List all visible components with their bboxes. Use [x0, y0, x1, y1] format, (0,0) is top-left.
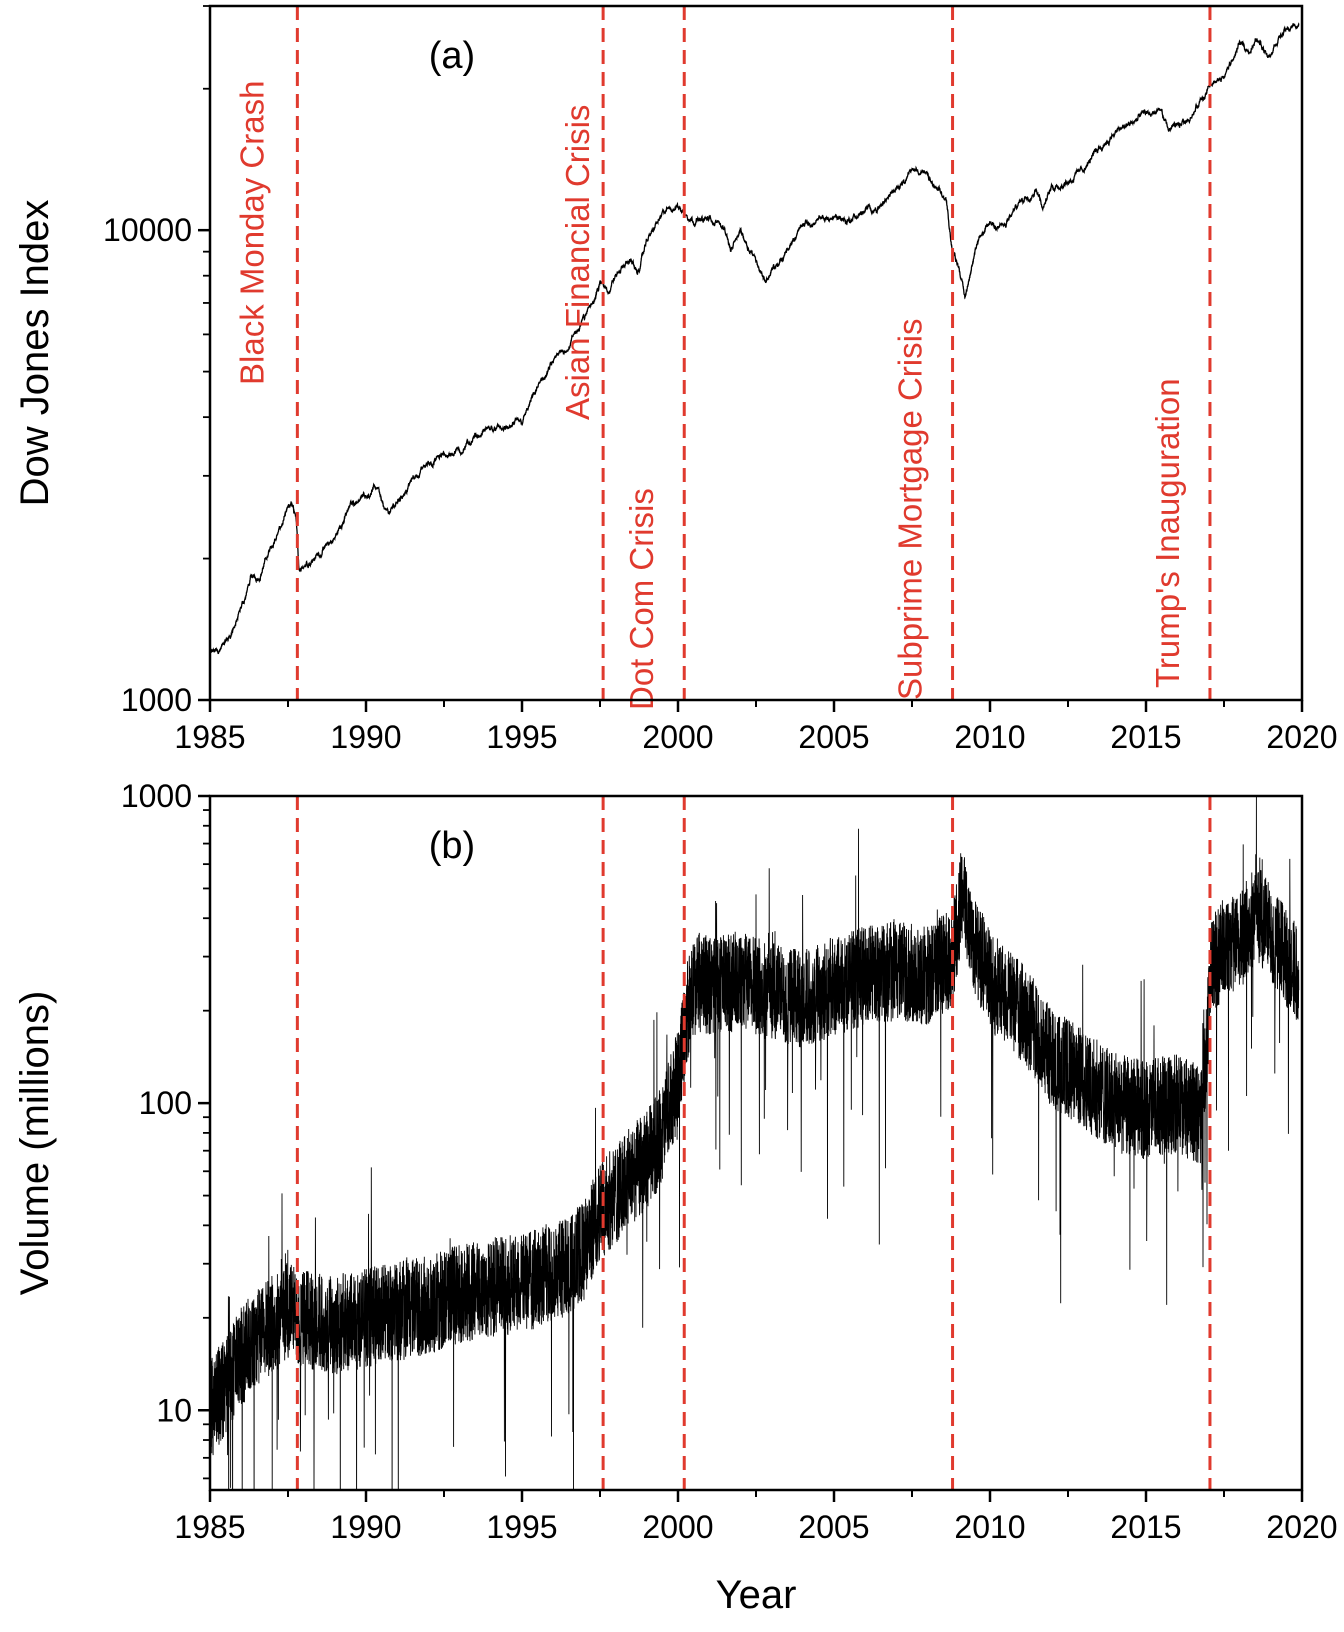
- x-tick-label: 2010: [954, 719, 1025, 755]
- y-axis-title: Volume (millions): [13, 991, 57, 1296]
- event-label-3: Subprime Mortgage Crisis: [892, 319, 929, 700]
- x-tick-label: 2020: [1266, 1509, 1337, 1545]
- event-label-1: Asian Financial Crisis: [559, 105, 596, 420]
- x-tick-label: 2015: [1110, 1509, 1181, 1545]
- x-tick-label: 1985: [174, 1509, 245, 1545]
- event-label-2: Dot Com Crisis: [623, 488, 660, 710]
- dow-jones-index-line: [210, 22, 1300, 655]
- x-tick-label: 2000: [642, 1509, 713, 1545]
- x-tick-label: 1990: [330, 719, 401, 755]
- event-label-0: Black Monday Crash: [233, 81, 270, 385]
- x-tick-label: 1995: [486, 1509, 557, 1545]
- x-tick-label: 1985: [174, 719, 245, 755]
- x-tick-label: 2015: [1110, 719, 1181, 755]
- x-tick-label: 2020: [1266, 719, 1337, 755]
- x-tick-label: 2000: [642, 719, 713, 755]
- y-tick-label: 100: [139, 1085, 192, 1121]
- x-tick-label: 1990: [330, 1509, 401, 1545]
- y-tick-label: 10000: [103, 212, 192, 248]
- panel-a-dow-jones: Black Monday Crash Asian Financial Crisis…: [13, 4, 1338, 755]
- x-axis-title: Year: [716, 1573, 797, 1617]
- y-tick-label: 10: [156, 1392, 192, 1428]
- panel-label: (b): [429, 825, 475, 867]
- panel-label: (a): [429, 35, 475, 77]
- x-tick-label: 2010: [954, 1509, 1025, 1545]
- y-axis-title: Dow Jones Index: [13, 200, 57, 507]
- x-tick-label: 2005: [798, 1509, 869, 1545]
- y-tick-label: 1000: [121, 682, 192, 718]
- panel-b-volume: 1985 1990 1995 2000 2005 2010 2015 2020 10 100 100…: [13, 778, 1338, 1617]
- x-tick-label: 2005: [798, 719, 869, 755]
- event-label-4: Trump's Inauguration: [1149, 378, 1186, 688]
- volume-line: [210, 796, 1300, 1490]
- x-tick-label: 1995: [486, 719, 557, 755]
- y-tick-label: 1000: [121, 778, 192, 814]
